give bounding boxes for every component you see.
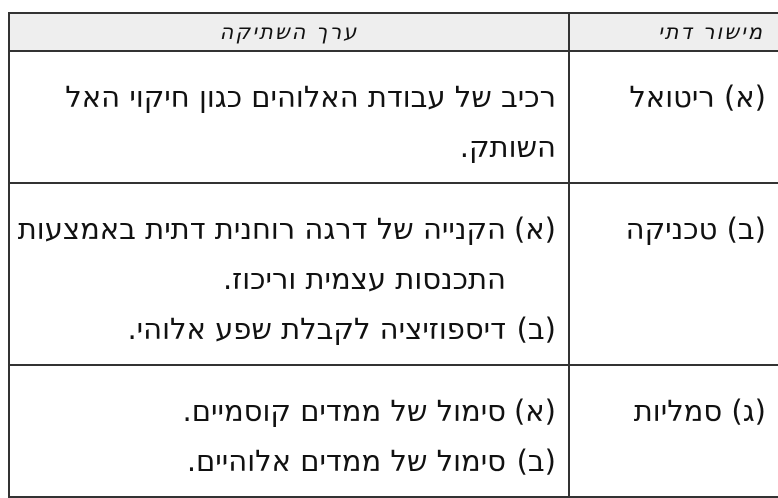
category-cell: (ג) סמליות bbox=[568, 364, 778, 498]
table-row: (א) ריטואל רכיב של עבודת האלוהים כגון חי… bbox=[8, 50, 778, 184]
list-item: (א)סימול של ממדים קוסמיים. bbox=[10, 386, 556, 436]
item-label: (א) bbox=[513, 212, 556, 246]
value-cell: (א)סימול של ממדים קוסמיים. (ב)סימול של מ… bbox=[8, 364, 570, 498]
silence-values-table: מישור דתי ערך השתיקה (א) ריטואל רכיב של … bbox=[8, 12, 778, 498]
value-text: רכיב של עבודת האלוהים כגון חיקוי האל השו… bbox=[65, 80, 556, 164]
item-text: סימול של ממדים אלוהיים. bbox=[186, 444, 506, 478]
item-text: דיספוזיציה לקבלת שפע אלוהי. bbox=[127, 312, 506, 346]
value-cell: (א)הקנייה של דרגה רוחנית דתית באמצעות הת… bbox=[8, 182, 570, 366]
category-cell: (א) ריטואל bbox=[568, 50, 778, 184]
value-cell: רכיב של עבודת האלוהים כגון חיקוי האל השו… bbox=[8, 50, 570, 184]
header-silence-value: ערך השתיקה bbox=[8, 12, 570, 52]
header-row: מישור דתי ערך השתיקה bbox=[8, 12, 778, 52]
table-row: (ב) טכניקה (א)הקנייה של דרגה רוחנית דתית… bbox=[8, 182, 778, 366]
item-text: סימול של ממדים קוסמיים. bbox=[182, 394, 506, 428]
header-religious-plane: מישור דתי bbox=[568, 12, 778, 52]
category-cell: (ב) טכניקה bbox=[568, 182, 778, 366]
list-item: (א)הקנייה של דרגה רוחנית דתית באמצעות הת… bbox=[10, 204, 556, 304]
item-label: (ב) bbox=[516, 312, 556, 346]
list-item: (ב) דיספוזיציה לקבלת שפע אלוהי. bbox=[10, 304, 556, 354]
item-text: הקנייה של דרגה רוחנית דתית באמצעות התכנס… bbox=[17, 212, 506, 296]
table-row: (ג) סמליות (א)סימול של ממדים קוסמיים. (ב… bbox=[8, 364, 778, 498]
item-label: (א) bbox=[513, 394, 556, 428]
